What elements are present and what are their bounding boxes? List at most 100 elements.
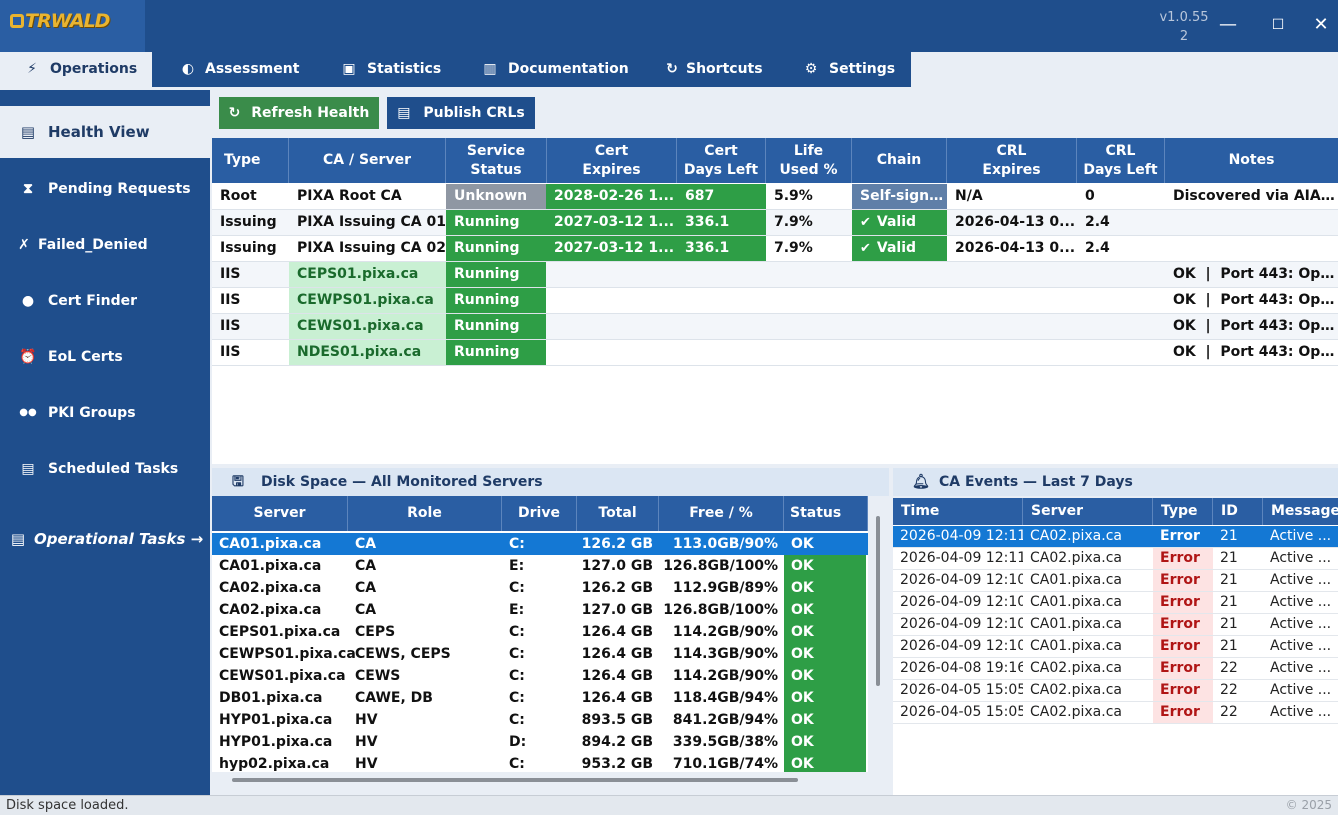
book-icon: ▥	[483, 61, 497, 77]
sidebar-item-eol-certs[interactable]: ⏰ EoL Certs	[0, 331, 210, 383]
column-header-message[interactable]: Message	[1271, 503, 1338, 519]
cell-time: 2026-04-09 12:10	[900, 616, 1023, 632]
sidebar-item-failed-denied[interactable]: ✗ Failed_Denied	[0, 219, 210, 271]
table-row[interactable]: 2026-04-05 15:05 CA02.pixa.ca Error 22 Activ…	[893, 680, 1338, 702]
table-row[interactable]: Root PIXA Root CA Unknown 2028-02-26 1..…	[212, 184, 1338, 210]
column-header-server[interactable]: Server	[212, 496, 348, 531]
column-header-crl-expires[interactable]: CRL Expires	[947, 138, 1077, 183]
cell-message: Active ...	[1270, 594, 1332, 610]
table-row[interactable]: CEPS01.pixa.ca CEPS C: 126.4 GB 114.2GB/90% O…	[212, 621, 868, 643]
table-row[interactable]: 2026-04-09 12:10 CA01.pixa.ca Error 21 Activ…	[893, 614, 1338, 636]
table-row[interactable]: IIS CEWS01.pixa.ca Running OK | Port 443…	[212, 314, 1338, 340]
table-row[interactable]: 2026-04-09 12:10 CA01.pixa.ca Error 21 Activ…	[893, 570, 1338, 592]
column-header-cert-days-left[interactable]: Cert Days Left	[677, 138, 766, 183]
table-row[interactable]: 2026-04-08 19:16 CA02.pixa.ca Error 22 Activ…	[893, 658, 1338, 680]
cell-type: Error	[1153, 570, 1213, 591]
minimize-button[interactable]: —	[1213, 15, 1243, 35]
column-header-ca-server[interactable]: CA / Server	[289, 138, 446, 183]
cell-role: CEPS	[355, 624, 396, 640]
cell-message: Active ...	[1270, 704, 1332, 720]
column-header-cert-expires[interactable]: Cert Expires	[547, 138, 677, 183]
cell-free: 126.8GB/100%	[663, 558, 778, 574]
button-label: Refresh Health	[251, 105, 370, 121]
column-header-server[interactable]: Server	[1023, 498, 1153, 525]
sidebar-item-pending-requests[interactable]: ⧗ Pending Requests	[0, 163, 210, 215]
cell-type: Error	[1153, 702, 1213, 723]
table-row[interactable]: CA02.pixa.ca CA E: 127.0 GB 126.8GB/100% OK	[212, 599, 868, 621]
tab-documentation[interactable]: ▥ Documentation	[478, 52, 638, 87]
cell-server: NDES01.pixa.ca	[289, 340, 446, 365]
column-header-role[interactable]: Role	[348, 496, 502, 531]
table-row[interactable]: IIS NDES01.pixa.ca Running OK | Port 443…	[212, 340, 1338, 366]
table-row[interactable]: 2026-04-09 12:10 CA01.pixa.ca Error 21 Activ…	[893, 592, 1338, 614]
publish-crls-button[interactable]: ▤ Publish CRLs	[387, 97, 535, 129]
tab-shortcuts[interactable]: ↻ Shortcuts	[660, 52, 780, 87]
cell-time: 2026-04-09 12:10	[900, 572, 1023, 588]
maximize-button[interactable]: ☐	[1263, 15, 1293, 35]
sidebar-item-label: Scheduled Tasks	[48, 461, 179, 477]
cell-free: 841.2GB/94%	[672, 712, 778, 728]
sidebar-item-label: Cert Finder	[48, 293, 137, 309]
cell-status: OK	[784, 599, 866, 621]
table-row[interactable]: HYP01.pixa.ca HV C: 893.5 GB 841.2GB/94% OK	[212, 709, 868, 731]
table-row[interactable]: CA01.pixa.ca CA E: 127.0 GB 126.8GB/100% OK	[212, 555, 868, 577]
table-row[interactable]: 2026-04-09 12:11 CA02.pixa.ca Error 21 Activ…	[893, 548, 1338, 570]
column-header-type[interactable]: Type	[212, 138, 289, 183]
tab-settings[interactable]: ⚙ Settings	[799, 52, 911, 87]
sidebar-item-label: PKI Groups	[48, 405, 136, 421]
disk-icon: 🖫	[232, 474, 244, 490]
cell-total: 126.2 GB	[581, 536, 653, 552]
cell-drive: E:	[509, 602, 525, 618]
table-row[interactable]: DB01.pixa.ca CAWE, DB C: 126.4 GB 118.4GB/94…	[212, 687, 868, 709]
table-row[interactable]: 2026-04-05 15:05 CA02.pixa.ca Error 22 Activ…	[893, 702, 1338, 724]
table-row[interactable]: CEWS01.pixa.ca CEWS C: 126.4 GB 114.2GB/90% O…	[212, 665, 868, 687]
tab-assessment[interactable]: ◐ Assessment	[176, 52, 316, 87]
users-icon: ●●	[19, 407, 37, 418]
table-row[interactable]: CA01.pixa.ca CA C: 126.2 GB 113.0GB/90% OK	[212, 533, 868, 555]
chart-icon: ▣	[342, 61, 356, 77]
tab-operations[interactable]: ⚡ Operations	[0, 52, 152, 87]
table-row[interactable]: IIS CEWPS01.pixa.ca Running OK | Port 44…	[212, 288, 1338, 314]
disk-vertical-scrollbar[interactable]	[876, 516, 880, 686]
column-header-total[interactable]: Total	[577, 496, 659, 531]
sidebar-item-operational-tasks[interactable]: ▤ Operational Tasks →	[0, 513, 210, 565]
disk-horizontal-scrollbar[interactable]	[232, 778, 798, 782]
column-header-time[interactable]: Time	[893, 498, 1023, 525]
chain-label: Valid	[876, 240, 917, 256]
close-button[interactable]: ✕	[1306, 15, 1336, 35]
cell-status: OK	[784, 555, 866, 577]
table-row[interactable]: 2026-04-09 12:11 CA02.pixa.ca Error 21 Activ…	[893, 526, 1338, 548]
table-row[interactable]: CA02.pixa.ca CA C: 126.2 GB 112.9GB/89% OK	[212, 577, 868, 599]
cell-role: HV	[355, 756, 378, 772]
refresh-health-button[interactable]: ↻ Refresh Health	[219, 97, 379, 129]
cell-server: CA02.pixa.ca	[1030, 682, 1122, 698]
cell-drive: C:	[509, 668, 525, 684]
column-header-crl-days-left[interactable]: CRL Days Left	[1077, 138, 1165, 183]
sidebar-item-health-view[interactable]: ▤ Health View	[0, 106, 210, 158]
title-bar: TRWALD v1.0.55 2 — ☐ ✕	[0, 0, 1338, 52]
column-header-notes[interactable]: Notes	[1228, 152, 1275, 168]
column-header-service-status[interactable]: Service Status	[446, 138, 547, 183]
cell-crl-expires: 2026-04-13 0...	[955, 214, 1076, 230]
table-row[interactable]: hyp02.pixa.ca HV C: 953.2 GB 710.1GB/74% OK	[212, 753, 868, 772]
cell-id: 21	[1220, 594, 1238, 610]
table-row[interactable]: IIS CEPS01.pixa.ca Running OK | Port 443…	[212, 262, 1338, 288]
column-header-id[interactable]: ID	[1213, 498, 1263, 525]
table-row[interactable]: CEWPS01.pixa.ca CEWS, CEPS C: 126.4 GB 114.3…	[212, 643, 868, 665]
column-header-status[interactable]: Status	[784, 496, 868, 531]
column-header-free[interactable]: Free / %	[659, 496, 784, 531]
table-row[interactable]: 2026-04-09 12:10 CA01.pixa.ca Error 21 Activ…	[893, 636, 1338, 658]
column-header-life-used[interactable]: Life Used %	[766, 138, 852, 183]
cell-drive: E:	[509, 558, 525, 574]
table-row[interactable]: HYP01.pixa.ca HV D: 894.2 GB 339.5GB/38% OK	[212, 731, 868, 753]
cell-server: CA01.pixa.ca	[1030, 594, 1122, 610]
sidebar-item-scheduled-tasks[interactable]: ▤ Scheduled Tasks	[0, 443, 210, 495]
table-row[interactable]: Issuing PIXA Issuing CA 01 Running 2027-…	[212, 210, 1338, 236]
column-header-drive[interactable]: Drive	[502, 496, 577, 531]
table-row[interactable]: Issuing PIXA Issuing CA 02 Running 2027-…	[212, 236, 1338, 262]
sidebar-item-cert-finder[interactable]: ● Cert Finder	[0, 275, 210, 327]
column-header-type[interactable]: Type	[1153, 498, 1213, 525]
column-header-chain[interactable]: Chain	[852, 138, 947, 183]
sidebar-item-pki-groups[interactable]: ●● PKI Groups	[0, 387, 210, 439]
tab-statistics[interactable]: ▣ Statistics	[337, 52, 462, 87]
